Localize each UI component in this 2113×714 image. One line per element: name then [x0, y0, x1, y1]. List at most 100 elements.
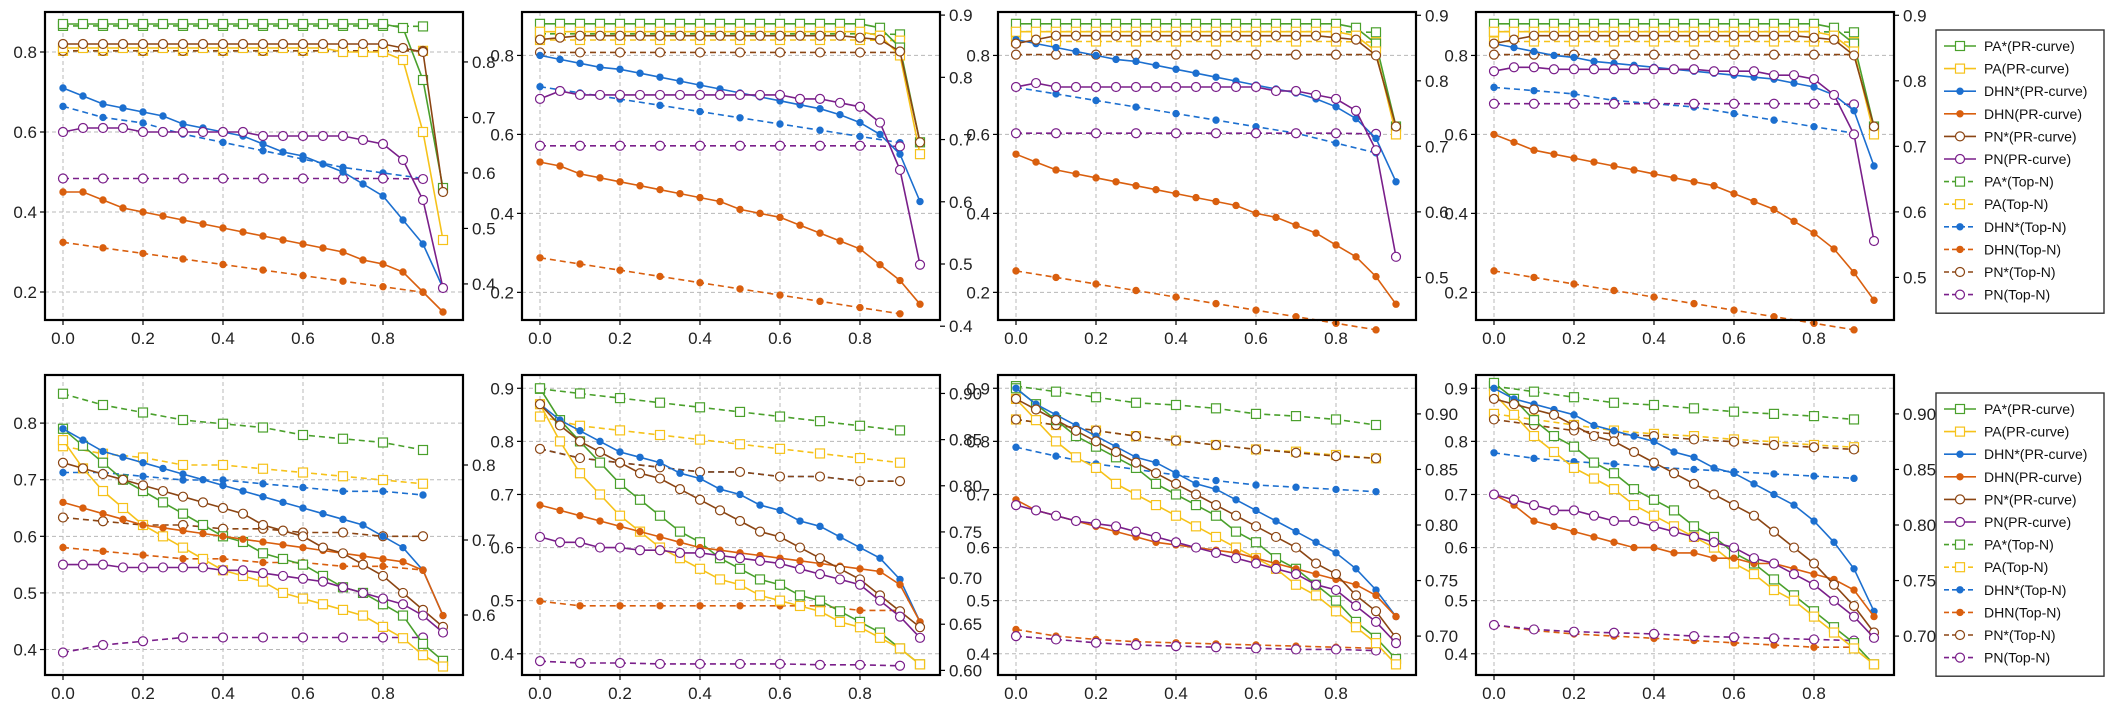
data-point: [157, 485, 169, 497]
data-point: [417, 638, 429, 649]
legend-label: PA*(PR-curve): [1984, 401, 2075, 417]
data-point: [237, 38, 249, 50]
data-point: [439, 611, 447, 620]
data-point: [1490, 83, 1498, 92]
data-point: [1868, 121, 1880, 132]
y-tick-label-right: 0.7: [1903, 137, 1927, 156]
series-PN*(PR-curve): [1010, 393, 1402, 643]
data-point: [1610, 460, 1618, 468]
data-point: [654, 473, 666, 484]
data-point: [257, 568, 269, 579]
series-PN(Top-N): [1010, 128, 1382, 139]
data-point: [1488, 49, 1500, 60]
data-point: [1392, 612, 1400, 621]
data-point: [776, 291, 784, 299]
legend-label: PA*(Top-N): [1984, 537, 2054, 553]
data-point: [1588, 510, 1600, 521]
legend-label: DHN*(PR-curve): [1984, 83, 2087, 99]
data-point: [1110, 30, 1122, 41]
series-PN(PR-curve): [534, 531, 926, 643]
data-point: [379, 555, 387, 563]
data-point: [57, 18, 69, 30]
data-point: [1152, 61, 1160, 70]
data-point: [399, 268, 407, 276]
data-point: [854, 140, 866, 151]
data-point: [297, 173, 309, 184]
series-DHN*(PR-curve): [536, 400, 924, 626]
data-point: [774, 595, 786, 606]
data-point: [876, 130, 884, 139]
data-point: [117, 474, 129, 485]
data-point: [814, 569, 826, 580]
data-point: [337, 130, 349, 142]
data-point: [299, 271, 307, 280]
legend-frame: [1935, 392, 2105, 677]
data-point: [1688, 49, 1700, 60]
x-tick-label: 0.2: [131, 329, 155, 348]
data-point: [1252, 506, 1260, 515]
legend-entry: PA(Top-N): [1944, 559, 2048, 575]
data-point: [397, 633, 409, 644]
data-point: [774, 558, 786, 569]
data-point: [1050, 510, 1062, 521]
data-point: [756, 209, 764, 218]
data-point: [1830, 245, 1838, 253]
data-point: [1608, 64, 1620, 75]
data-point: [297, 531, 309, 542]
series-PN(PR-curve): [534, 85, 926, 270]
data-point: [614, 478, 626, 489]
data-point: [1608, 627, 1620, 638]
data-point: [914, 137, 926, 148]
data-point: [357, 18, 369, 30]
data-point: [397, 42, 409, 54]
data-point: [1808, 558, 1820, 569]
data-point: [117, 562, 129, 573]
series-PN(PR-curve): [1488, 62, 1880, 247]
data-point: [159, 464, 167, 473]
data-point: [714, 505, 726, 516]
data-point: [177, 38, 189, 50]
data-point: [237, 126, 249, 138]
data-point: [734, 658, 746, 670]
data-point: [1010, 414, 1022, 425]
data-point: [117, 38, 129, 50]
data-point: [874, 595, 886, 606]
data-point: [417, 444, 429, 456]
data-point: [97, 516, 109, 527]
x-tick-label: 0.6: [291, 684, 315, 703]
x-tick-label: 0.0: [1482, 684, 1506, 703]
data-point: [119, 104, 127, 112]
data-point: [1508, 34, 1520, 45]
data-point: [1030, 404, 1042, 415]
data-point: [377, 138, 389, 150]
data-point: [359, 256, 367, 264]
data-point: [1548, 430, 1560, 442]
x-tick-label: 0.0: [528, 684, 552, 703]
legend-marker: [1956, 473, 1964, 481]
data-point: [1212, 73, 1220, 81]
y-tick-label-right: 0.90: [1903, 405, 1936, 424]
y-tick-label-right: 0.7: [472, 531, 496, 550]
data-point: [1768, 574, 1780, 585]
data-point: [337, 527, 349, 538]
data-point: [1350, 622, 1362, 633]
data-point: [634, 468, 646, 479]
data-point: [1630, 432, 1638, 440]
data-point: [696, 474, 704, 483]
data-point: [774, 47, 786, 58]
data-point: [299, 483, 307, 492]
data-point: [1290, 30, 1302, 41]
data-point: [674, 526, 686, 537]
y-tick-label-right: 0.4: [472, 275, 496, 294]
data-point: [896, 310, 904, 318]
data-point: [417, 650, 429, 661]
data-point: [1650, 437, 1658, 446]
data-point: [1570, 280, 1578, 288]
data-point: [1252, 306, 1260, 314]
legend-marker: [1954, 426, 1966, 437]
data-point: [1568, 441, 1580, 452]
series-PN(PR-curve): [1488, 489, 1880, 643]
data-point: [856, 606, 864, 615]
data-point: [377, 437, 389, 448]
data-point: [217, 459, 229, 471]
